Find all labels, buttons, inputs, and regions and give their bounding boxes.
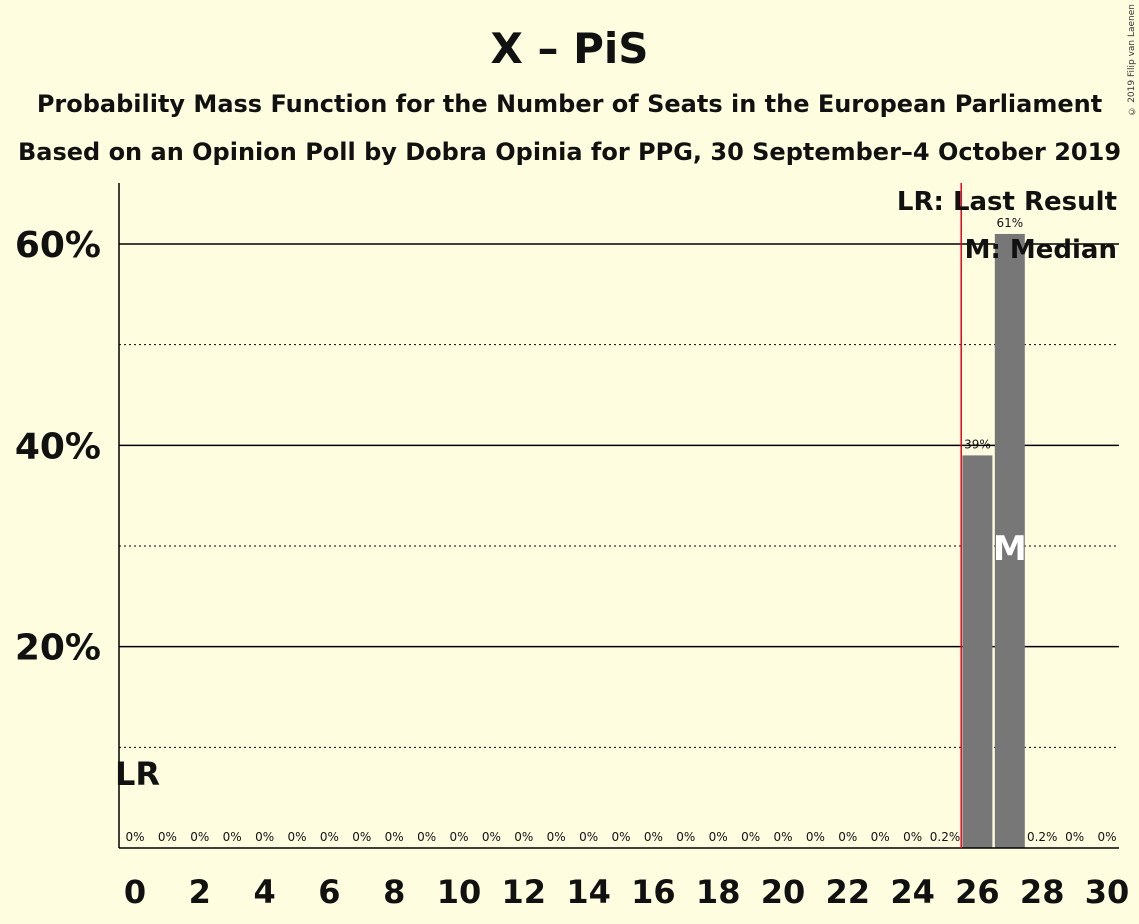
x-tick-label: 22 <box>826 873 871 911</box>
y-tick-label: 60% <box>15 225 101 266</box>
data-label: 0% <box>449 830 468 844</box>
x-tick-label: 16 <box>631 873 676 911</box>
chart-subtitle-source: Based on an Opinion Poll by Dobra Opinia… <box>17 138 1122 166</box>
data-label: 0% <box>903 830 922 844</box>
bar <box>994 233 1025 848</box>
y-tick-label: 20% <box>15 628 101 669</box>
data-label: 0% <box>579 830 598 844</box>
data-label: 0% <box>223 830 242 844</box>
data-label: 0% <box>417 830 436 844</box>
x-tick-label: 8 <box>383 873 405 911</box>
x-tick-label: 26 <box>955 873 1000 911</box>
data-label: 0% <box>125 830 144 844</box>
x-tick-label: 28 <box>1020 873 1065 911</box>
legend-last-result: LR: Last Result <box>897 187 1117 217</box>
x-tick-label: 20 <box>761 873 806 911</box>
data-label: 0% <box>871 830 890 844</box>
median-marker: M <box>993 529 1027 569</box>
x-tick-label: 0 <box>124 873 146 911</box>
data-label: 0.2% <box>1027 830 1058 844</box>
x-tick-label: 2 <box>189 873 211 911</box>
data-label: 0% <box>1097 830 1116 844</box>
data-label: 0% <box>806 830 825 844</box>
y-tick-label: 40% <box>15 426 101 467</box>
data-label: 0% <box>741 830 760 844</box>
data-label: 0% <box>255 830 274 844</box>
x-tick-label: 4 <box>253 873 275 911</box>
data-label: 0% <box>190 830 209 844</box>
x-tick-label: 18 <box>696 873 741 911</box>
data-label: 0% <box>644 830 663 844</box>
data-label: 0% <box>676 830 695 844</box>
data-label: 0% <box>514 830 533 844</box>
x-tick-label: 10 <box>437 873 482 911</box>
data-label: 0% <box>482 830 501 844</box>
data-label: 0% <box>320 830 339 844</box>
x-tick-label: 24 <box>890 873 935 911</box>
data-label: 0% <box>611 830 630 844</box>
bar <box>962 455 993 848</box>
data-label: 61% <box>996 216 1023 230</box>
x-tick-label: 14 <box>566 873 611 911</box>
legend-median: M: Median <box>965 235 1117 265</box>
x-tick-label: 30 <box>1085 873 1130 911</box>
last-result-marker: LR <box>115 755 160 793</box>
data-label: 0% <box>838 830 857 844</box>
chart-title: X – PiS <box>490 24 649 73</box>
x-tick-label: 6 <box>318 873 340 911</box>
data-label: 0% <box>385 830 404 844</box>
chart-subtitle: Probability Mass Function for the Number… <box>36 90 1103 118</box>
data-label: 39% <box>964 437 991 451</box>
data-label: 0% <box>158 830 177 844</box>
data-label: 0% <box>352 830 371 844</box>
data-label: 0% <box>773 830 792 844</box>
data-label: 0.2% <box>930 830 961 844</box>
data-label: 0% <box>547 830 566 844</box>
data-label: 0% <box>287 830 306 844</box>
data-label: 0% <box>709 830 728 844</box>
x-tick-label: 12 <box>502 873 547 911</box>
data-label: 0% <box>1065 830 1084 844</box>
